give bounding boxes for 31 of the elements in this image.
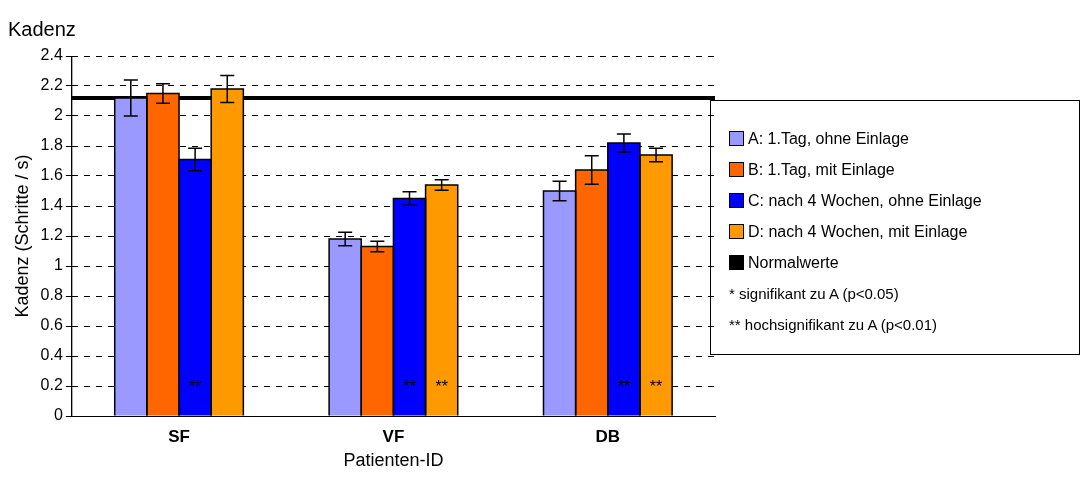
y-tick-label: 2.4: [40, 46, 63, 64]
y-tick-label: 1.6: [40, 166, 63, 184]
y-tick-label: 2: [53, 106, 63, 124]
legend-label: D: nach 4 Wochen, mit Einlage: [748, 222, 968, 241]
y-tick-label: 1.4: [40, 196, 63, 214]
x-axis-title: Patienten-ID: [343, 450, 444, 471]
legend-label: A: 1.Tag, ohne Einlage: [748, 129, 910, 148]
legend-label: C: nach 4 Wochen, ohne Einlage: [748, 191, 982, 210]
x-tick-label: DB: [595, 426, 621, 446]
y-axis-title: Kadenz (Schritte / s): [11, 154, 32, 318]
data-label: **: [435, 378, 448, 396]
legend-label: B: 1.Tag, mit Einlage: [748, 160, 895, 179]
y-tick-label: 0.2: [40, 376, 63, 394]
data-label: **: [617, 378, 631, 396]
y-tick-label: 1.8: [40, 136, 63, 154]
data-label: **: [649, 378, 663, 396]
y-tick-label: 0.6: [40, 316, 63, 334]
x-tick-label: VF: [382, 426, 405, 446]
text: ** hochsignifikant zu A (p<0.01): [729, 316, 938, 333]
y-tick-label: 2.2: [40, 76, 63, 94]
y-tick-label: 0: [53, 406, 63, 424]
legend-label: Normalwerte: [748, 253, 839, 272]
chart-title: Kadenz: [8, 17, 76, 40]
data-label: **: [403, 378, 416, 396]
y-tick-label: 0.4: [40, 346, 63, 364]
y-tick-label: 1.2: [40, 226, 63, 244]
y-tick-label: 1: [53, 256, 63, 274]
y-tick-label: 0.8: [40, 286, 63, 304]
x-tick-label: SF: [168, 426, 190, 446]
data-label: **: [188, 378, 202, 396]
text: * signifikant zu A (p<0.05): [729, 285, 899, 302]
